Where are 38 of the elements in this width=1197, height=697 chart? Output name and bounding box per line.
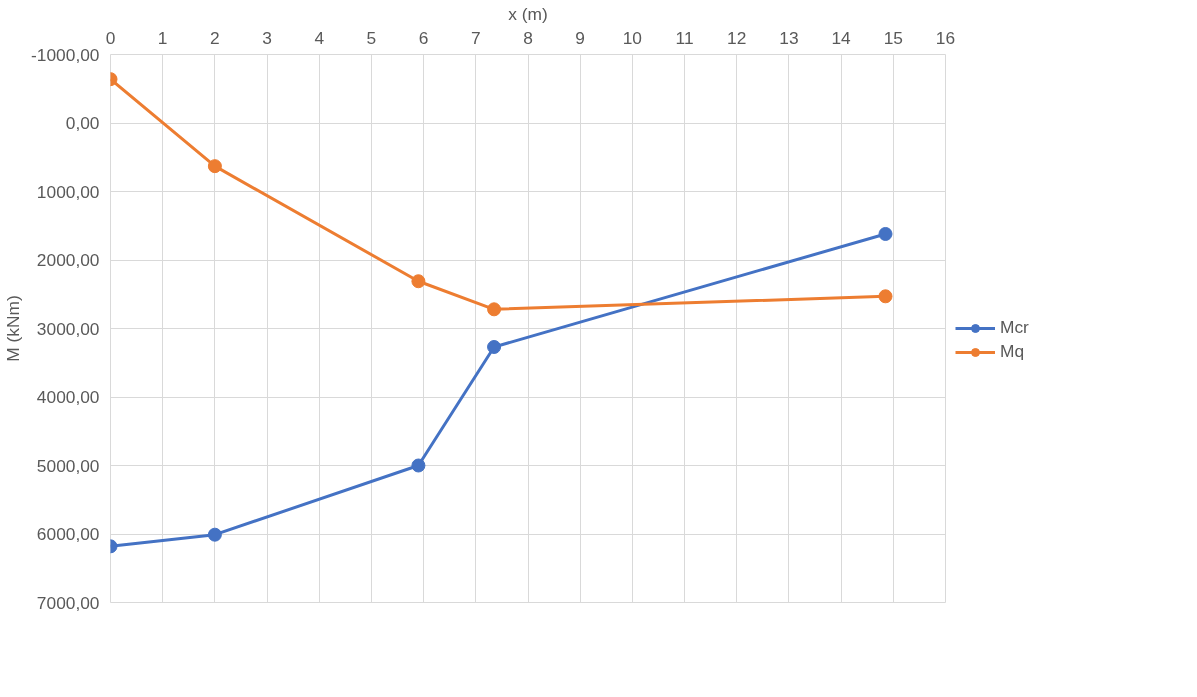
y-tick-label: 2000,00 — [36, 250, 100, 270]
y-tick-label: 0,00 — [65, 113, 100, 133]
x-tick-label: 13 — [779, 27, 799, 48]
x-tick-label: 10 — [622, 27, 643, 48]
point — [487, 302, 502, 317]
x-axis-title: x (m) — [508, 3, 548, 24]
x-tick-label: 12 — [727, 27, 747, 48]
y-tick-label: 5000,00 — [36, 455, 100, 476]
x-tick-label: 14 — [831, 27, 852, 48]
x-tick-label: 3 — [262, 27, 272, 48]
point — [878, 226, 893, 241]
y-tick-label: 1000,00 — [36, 181, 100, 202]
x-tick-label: 5 — [366, 27, 377, 48]
x-tick-label: 8 — [523, 27, 533, 48]
point — [207, 159, 222, 174]
y-tick-label: -1000,00 — [31, 44, 100, 65]
y-tick-label: 4000,00 — [36, 387, 100, 407]
x-tick-label: 6 — [418, 27, 429, 48]
x-tick-label: 15 — [883, 27, 903, 48]
x-tick-label: 16 — [935, 27, 956, 48]
point — [878, 289, 893, 304]
point — [411, 274, 426, 289]
point — [207, 527, 222, 542]
y-tick-label: 6000,00 — [36, 524, 100, 544]
legend-label: Mq — [1000, 341, 1025, 362]
x-tick-label: 11 — [675, 27, 694, 48]
x-tick-label: 4 — [314, 27, 325, 48]
x-tick-label: 9 — [575, 27, 586, 48]
point — [411, 458, 426, 473]
x-tick-label: 1 — [157, 27, 168, 48]
y-tick-label: 3000,00 — [36, 318, 100, 339]
x-tick-label: 0 — [105, 27, 116, 48]
legend-label: Mcr — [1000, 317, 1029, 338]
point — [487, 340, 502, 354]
x-tick-label: 7 — [470, 27, 481, 48]
y-tick-label: 7000,00 — [36, 592, 100, 613]
x-tick-label: 2 — [210, 27, 220, 48]
y-axis-title: M (kNm) — [3, 295, 24, 362]
